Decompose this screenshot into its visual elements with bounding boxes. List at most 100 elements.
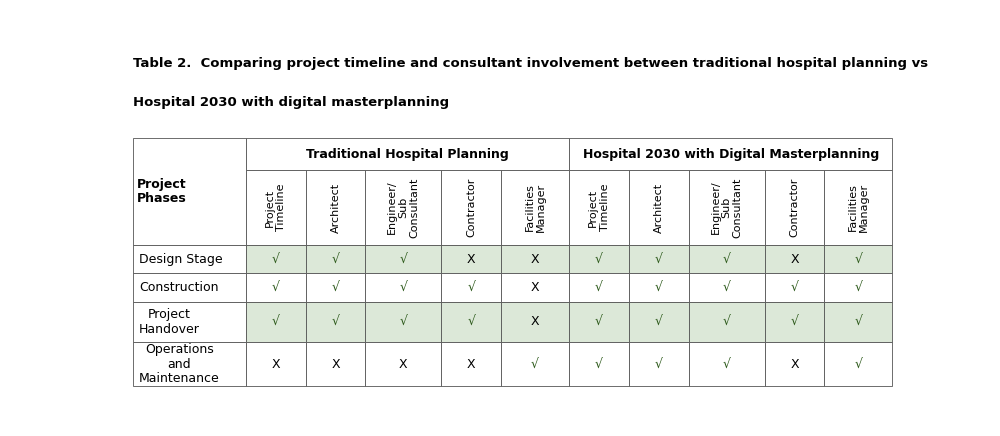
Bar — [441, 273, 501, 302]
Bar — [246, 302, 306, 342]
Bar — [246, 138, 569, 170]
Bar — [765, 342, 824, 386]
Bar — [306, 273, 365, 302]
Bar — [689, 170, 765, 245]
Bar — [133, 302, 246, 342]
Text: √: √ — [655, 358, 663, 371]
Bar — [501, 170, 569, 245]
Text: √: √ — [655, 252, 663, 266]
Bar — [246, 245, 306, 273]
Text: √: √ — [595, 315, 603, 328]
Text: Traditional Hospital Planning: Traditional Hospital Planning — [306, 147, 509, 160]
Text: √: √ — [790, 281, 798, 294]
Text: Architect: Architect — [331, 182, 341, 232]
Bar — [765, 273, 824, 302]
Bar — [246, 273, 306, 302]
Bar — [133, 273, 246, 302]
Bar — [365, 273, 441, 302]
Text: Hospital 2030 with Digital Masterplanning: Hospital 2030 with Digital Masterplannin… — [583, 147, 879, 160]
Text: X: X — [331, 358, 340, 371]
Bar — [365, 302, 441, 342]
Text: Operations
and
Maintenance: Operations and Maintenance — [139, 343, 220, 385]
Bar — [765, 170, 824, 245]
Bar — [824, 273, 892, 302]
Text: √: √ — [854, 358, 862, 371]
Text: X: X — [531, 281, 539, 294]
Text: Contractor: Contractor — [789, 178, 799, 237]
Bar — [501, 342, 569, 386]
Text: √: √ — [723, 252, 731, 266]
Text: √: √ — [531, 358, 539, 371]
Bar — [306, 170, 365, 245]
Text: √: √ — [399, 252, 407, 266]
Bar — [824, 302, 892, 342]
Bar — [689, 273, 765, 302]
Text: Project
Timeline: Project Timeline — [588, 184, 610, 231]
Bar — [133, 342, 246, 386]
Text: √: √ — [272, 315, 280, 328]
Bar — [629, 302, 689, 342]
Bar — [306, 302, 365, 342]
Text: √: √ — [854, 315, 862, 328]
Bar — [629, 170, 689, 245]
Bar — [765, 245, 824, 273]
Bar — [629, 245, 689, 273]
Bar — [441, 170, 501, 245]
Bar — [365, 245, 441, 273]
Text: √: √ — [723, 281, 731, 294]
Bar — [689, 302, 765, 342]
Bar — [365, 170, 441, 245]
Text: Project
Handover: Project Handover — [139, 308, 200, 336]
Text: √: √ — [332, 252, 340, 266]
Bar — [365, 342, 441, 386]
Bar — [133, 245, 246, 273]
Bar — [306, 342, 365, 386]
Bar — [629, 273, 689, 302]
Text: Project
Timeline: Project Timeline — [265, 184, 286, 231]
Bar — [441, 245, 501, 273]
Text: X: X — [790, 252, 799, 266]
Text: √: √ — [655, 281, 663, 294]
Text: Engineer/
Sub
Consultant: Engineer/ Sub Consultant — [387, 177, 420, 238]
Bar — [246, 342, 306, 386]
Bar — [824, 245, 892, 273]
Text: Construction: Construction — [139, 281, 218, 294]
Text: √: √ — [332, 315, 340, 328]
Text: √: √ — [399, 281, 407, 294]
Text: √: √ — [272, 252, 280, 266]
Text: Facilities
Manager: Facilities Manager — [848, 183, 869, 232]
Text: √: √ — [854, 281, 862, 294]
Text: √: √ — [595, 252, 603, 266]
Text: X: X — [271, 358, 280, 371]
Text: X: X — [467, 252, 476, 266]
Bar — [569, 245, 629, 273]
Bar — [629, 342, 689, 386]
Bar — [501, 245, 569, 273]
Bar — [569, 342, 629, 386]
Text: √: √ — [272, 281, 280, 294]
Text: √: √ — [723, 358, 731, 371]
Text: √: √ — [595, 281, 603, 294]
Text: Hospital 2030 with digital masterplanning: Hospital 2030 with digital masterplannin… — [133, 96, 449, 109]
Bar — [569, 170, 629, 245]
Text: X: X — [467, 358, 476, 371]
Text: √: √ — [399, 315, 407, 328]
Bar — [441, 302, 501, 342]
Text: √: √ — [467, 281, 475, 294]
Text: X: X — [531, 315, 539, 328]
Bar — [689, 342, 765, 386]
Bar — [501, 302, 569, 342]
Text: Project
Phases: Project Phases — [137, 177, 186, 205]
Text: √: √ — [723, 315, 731, 328]
Text: √: √ — [854, 252, 862, 266]
Bar — [306, 245, 365, 273]
Text: Engineer/
Sub
Consultant: Engineer/ Sub Consultant — [710, 177, 743, 238]
Text: √: √ — [467, 315, 475, 328]
Text: X: X — [399, 358, 408, 371]
Bar — [824, 342, 892, 386]
Text: X: X — [531, 252, 539, 266]
Text: Facilities
Manager: Facilities Manager — [525, 183, 546, 232]
Text: √: √ — [332, 281, 340, 294]
Bar — [569, 273, 629, 302]
Text: √: √ — [790, 315, 798, 328]
